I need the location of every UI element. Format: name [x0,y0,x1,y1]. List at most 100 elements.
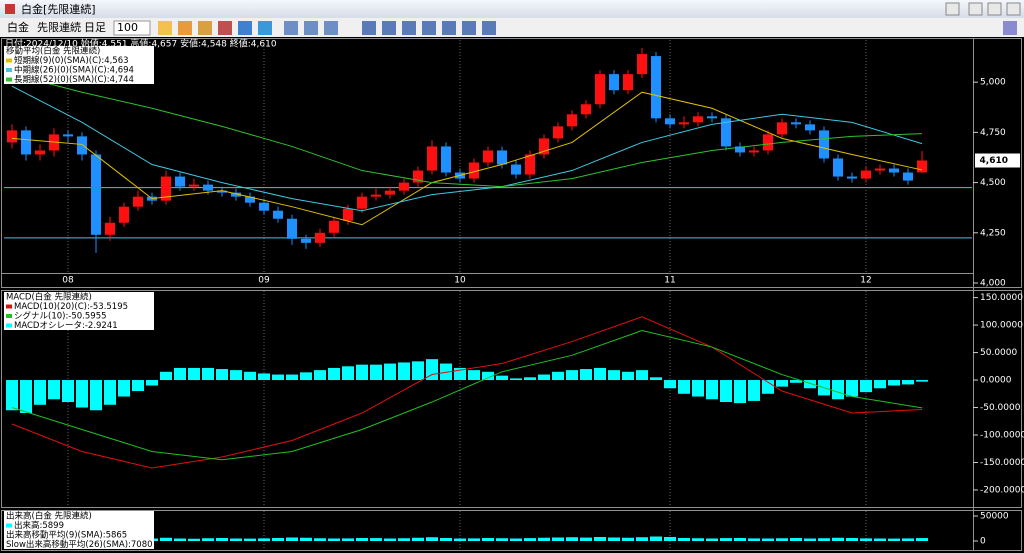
tool-icon[interactable] [1003,21,1017,35]
histogram-bar [160,371,172,381]
candle-body [805,124,815,131]
candle-body [847,176,857,179]
volume-bar [216,538,228,541]
candle-body [721,118,731,147]
histogram-bar [762,380,774,394]
candle-body [315,232,325,243]
y-tick-label: -200.0000 [980,485,1024,495]
candle-body [903,172,913,181]
histogram-bar [356,364,368,381]
count-input[interactable] [113,20,151,36]
volume-bar [314,538,326,541]
y-tick-label: 0 [980,537,986,547]
tool-icon[interactable] [198,21,212,35]
tool-icon[interactable] [218,21,232,35]
y-tick-label: 4,250 [980,228,1006,238]
candle-body [91,154,101,235]
histogram-bar [496,375,508,381]
volume-bar [720,538,732,541]
histogram-bar [538,374,550,381]
tool-icon[interactable] [304,21,318,35]
histogram-bar [314,370,326,381]
tool-icon[interactable] [324,21,338,35]
histogram-bar [902,380,914,385]
tool-icon[interactable] [238,21,252,35]
toolbar-item[interactable]: 白金 [7,20,29,34]
candle-body [413,170,423,183]
histogram-bar [398,362,410,381]
candle-body [889,168,899,173]
histogram-bar [608,370,620,381]
legend-text: MACD(白金 先限連続) [6,292,92,303]
candle-body [189,184,199,187]
candle-body [833,158,843,177]
legend-box [4,511,154,549]
legend-text: 移動平均(白金 先限連続) [6,46,100,57]
candle-body [567,114,577,127]
toolbar-item[interactable]: 先限連続 [37,20,81,34]
y-tick-label: 4,500 [980,178,1006,188]
histogram-bar [650,377,662,381]
pin-button[interactable] [945,2,960,16]
tool-icon[interactable] [258,21,272,35]
tool-icon[interactable] [442,21,456,35]
legend-swatch [6,77,12,82]
volume-bar [860,538,872,541]
legend-swatch [6,314,12,318]
volume-bar [230,538,242,541]
legend-text: 中期線(26)(0)(SMA)(C):4,694 [14,65,134,76]
tool-icon[interactable] [178,21,192,35]
candle-body [7,130,17,143]
y-tick-label: 0.0000 [980,376,1012,386]
tool-icon[interactable] [158,21,172,35]
close-button[interactable] [1006,2,1021,16]
tool-icon[interactable] [422,21,436,35]
toolbar [0,18,1024,37]
candle-body [385,190,395,195]
legend-swatch [6,68,12,72]
histogram-bar [482,371,494,381]
histogram-bar [524,377,536,381]
minimize-button[interactable] [968,2,983,16]
histogram-bar [90,380,102,411]
legend-text: Slow出来高移動平均(26)(SMA):7080 [6,539,153,550]
volume-bar [678,538,690,541]
histogram-bar [230,370,242,381]
volume-bar [188,538,200,541]
price-panel [1,38,1022,288]
legend-swatch [6,523,12,528]
x-tick-label: 08 [62,276,74,286]
histogram-bar [48,380,60,400]
toolbar-icons [158,21,1017,35]
histogram-bar [636,370,648,381]
tool-icon[interactable] [382,21,396,35]
candle-body [497,150,507,165]
histogram-bar [664,380,676,389]
tool-icon[interactable] [284,21,298,35]
tool-icon[interactable] [362,21,376,35]
volume-bar [356,538,368,541]
histogram-bar [440,363,452,381]
volume-bar [748,538,760,541]
histogram-bar [20,380,32,414]
volume-bar [328,538,340,541]
histogram-bar [748,380,760,401]
tool-icon[interactable] [402,21,416,35]
candle-body [679,122,689,125]
volume-bar [398,538,410,541]
candle-body [791,122,801,125]
toolbar-item[interactable]: 日足 [84,21,106,34]
maximize-button[interactable] [987,2,1002,16]
histogram-bar [244,371,256,381]
tool-icon[interactable] [462,21,476,35]
volume-bar [594,537,606,541]
candle-body [77,136,87,155]
candle-body [245,196,255,203]
histogram-bar [468,370,480,381]
histogram-bar [300,372,312,381]
histogram-bar [566,370,578,381]
panels [1,38,1022,551]
tool-icon[interactable] [482,21,496,35]
candle-body [119,206,129,223]
